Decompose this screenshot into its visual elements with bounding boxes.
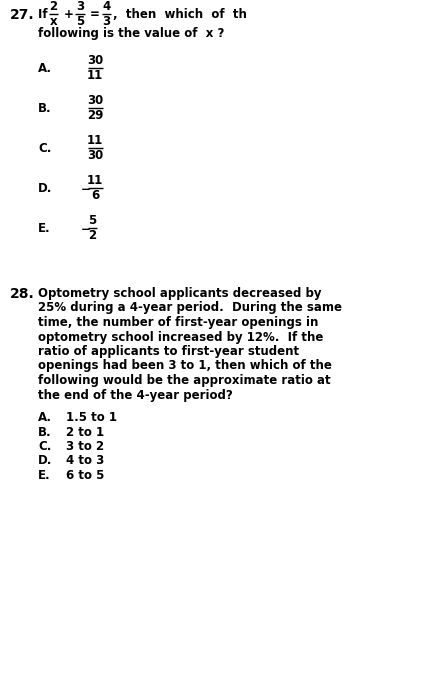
- Text: E.: E.: [38, 469, 51, 482]
- Text: 30: 30: [87, 149, 103, 162]
- Text: 1.5 to 1: 1.5 to 1: [66, 411, 117, 424]
- Text: 5: 5: [76, 15, 84, 28]
- Text: 30: 30: [87, 54, 103, 67]
- Text: =: =: [89, 8, 99, 21]
- Text: 29: 29: [87, 109, 103, 122]
- Text: 25% during a 4-year period.  During the same: 25% during a 4-year period. During the s…: [38, 302, 342, 315]
- Text: B.: B.: [38, 425, 52, 438]
- Text: 2: 2: [50, 0, 58, 13]
- Text: x: x: [50, 15, 57, 28]
- Text: 4 to 3: 4 to 3: [66, 455, 104, 467]
- Text: 30: 30: [87, 94, 103, 107]
- Text: following is the value of  x ?: following is the value of x ?: [38, 27, 224, 39]
- Text: A.: A.: [38, 63, 52, 76]
- Text: If: If: [38, 8, 52, 21]
- Text: E.: E.: [38, 223, 51, 236]
- Text: 27.: 27.: [10, 8, 35, 22]
- Text: following would be the approximate ratio at: following would be the approximate ratio…: [38, 374, 330, 387]
- Text: A.: A.: [38, 411, 52, 424]
- Text: 11: 11: [87, 135, 103, 147]
- Text: 3 to 2: 3 to 2: [66, 440, 104, 453]
- Text: C.: C.: [38, 440, 51, 453]
- Text: the end of the 4-year period?: the end of the 4-year period?: [38, 389, 233, 401]
- Text: Optometry school applicants decreased by: Optometry school applicants decreased by: [38, 287, 321, 300]
- Text: ratio of applicants to first-year student: ratio of applicants to first-year studen…: [38, 345, 299, 358]
- Text: −: −: [81, 223, 91, 236]
- Text: time, the number of first-year openings in: time, the number of first-year openings …: [38, 316, 318, 329]
- Text: 6: 6: [91, 190, 99, 202]
- Text: 11: 11: [87, 69, 103, 82]
- Text: 2: 2: [89, 229, 97, 243]
- Text: D.: D.: [38, 455, 52, 467]
- Text: D.: D.: [38, 183, 52, 196]
- Text: 28.: 28.: [10, 287, 35, 301]
- Text: +: +: [63, 8, 73, 21]
- Text: 4: 4: [102, 0, 110, 13]
- Text: 6 to 5: 6 to 5: [66, 469, 105, 482]
- Text: 3: 3: [76, 0, 84, 13]
- Text: 2 to 1: 2 to 1: [66, 425, 104, 438]
- Text: 11: 11: [87, 174, 103, 188]
- Text: 3: 3: [102, 15, 110, 28]
- Text: C.: C.: [38, 142, 51, 155]
- Text: B.: B.: [38, 102, 52, 115]
- Text: optometry school increased by 12%.  If the: optometry school increased by 12%. If th…: [38, 330, 324, 344]
- Text: ,  then  which  of  th: , then which of th: [113, 8, 247, 21]
- Text: openings had been 3 to 1, then which of the: openings had been 3 to 1, then which of …: [38, 359, 332, 372]
- Text: 5: 5: [89, 214, 97, 227]
- Text: −: −: [81, 183, 91, 196]
